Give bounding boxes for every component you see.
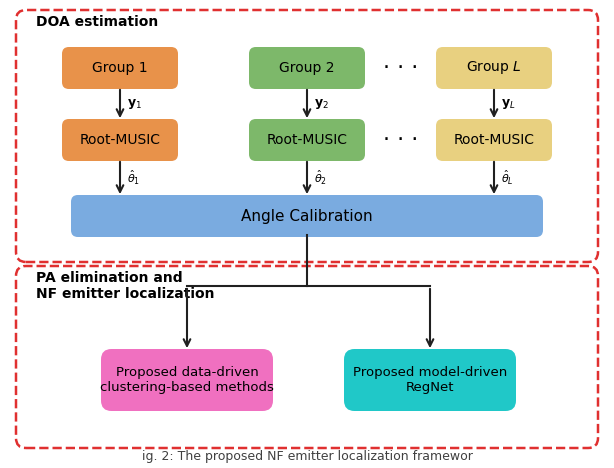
- FancyBboxPatch shape: [344, 349, 516, 411]
- Text: $\hat{\theta}_2$: $\hat{\theta}_2$: [314, 169, 327, 187]
- Text: Group 2: Group 2: [279, 61, 335, 75]
- FancyBboxPatch shape: [249, 47, 365, 89]
- Text: $\hat{\theta}_1$: $\hat{\theta}_1$: [127, 169, 140, 187]
- Text: DOA estimation: DOA estimation: [36, 15, 158, 29]
- Text: Proposed data-driven
clustering-based methods: Proposed data-driven clustering-based me…: [100, 366, 274, 394]
- FancyBboxPatch shape: [249, 119, 365, 161]
- FancyBboxPatch shape: [62, 119, 178, 161]
- Text: $\hat{\theta}_L$: $\hat{\theta}_L$: [501, 169, 514, 187]
- FancyBboxPatch shape: [436, 47, 552, 89]
- Text: Proposed model-driven
RegNet: Proposed model-driven RegNet: [353, 366, 507, 394]
- FancyBboxPatch shape: [71, 195, 543, 237]
- Text: $\mathbf{y}_1$: $\mathbf{y}_1$: [127, 97, 142, 111]
- Text: Group $L$: Group $L$: [466, 59, 522, 76]
- Text: Root-MUSIC: Root-MUSIC: [454, 133, 535, 147]
- Text: Group 1: Group 1: [92, 61, 148, 75]
- Text: Root-MUSIC: Root-MUSIC: [79, 133, 160, 147]
- FancyBboxPatch shape: [436, 119, 552, 161]
- Text: PA elimination and
NF emitter localization: PA elimination and NF emitter localizati…: [36, 271, 214, 301]
- FancyBboxPatch shape: [62, 47, 178, 89]
- Text: Root-MUSIC: Root-MUSIC: [266, 133, 348, 147]
- Text: $\mathbf{y}_2$: $\mathbf{y}_2$: [314, 97, 329, 111]
- FancyBboxPatch shape: [101, 349, 273, 411]
- Text: · · ·: · · ·: [383, 58, 418, 78]
- Text: $\mathbf{y}_L$: $\mathbf{y}_L$: [501, 97, 516, 111]
- Text: · · ·: · · ·: [383, 130, 418, 150]
- Text: ig. 2: The proposed NF emitter localization framewor: ig. 2: The proposed NF emitter localizat…: [142, 450, 472, 463]
- Text: Angle Calibration: Angle Calibration: [241, 209, 373, 224]
